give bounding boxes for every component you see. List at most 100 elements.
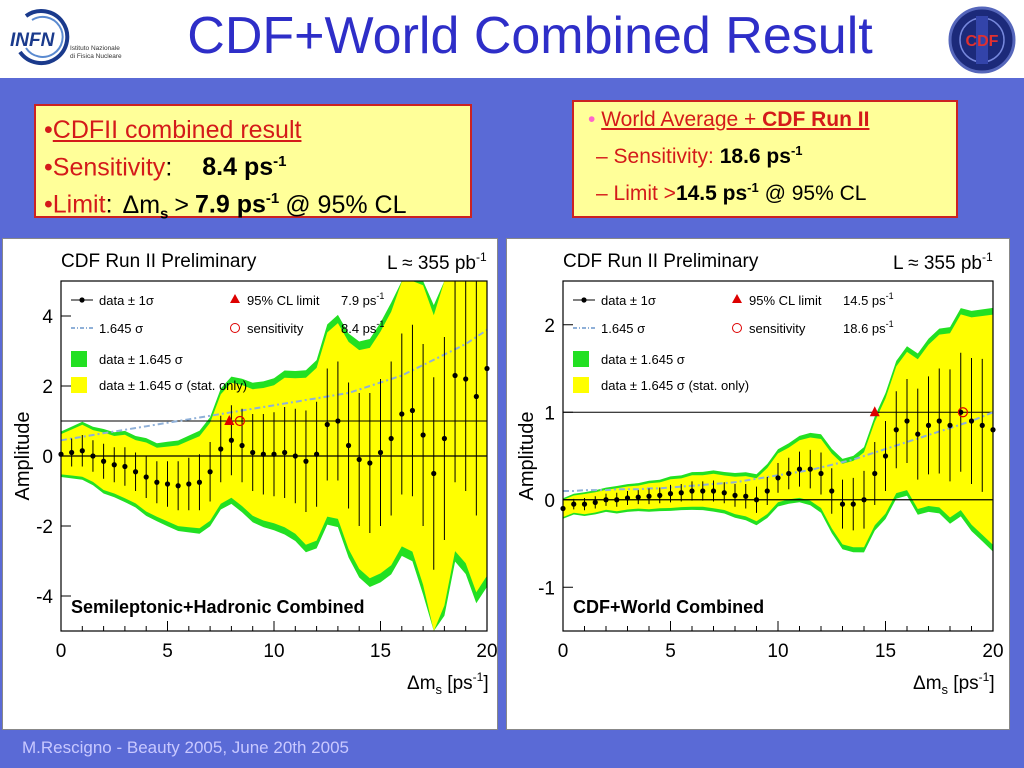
data-point — [452, 372, 458, 379]
data-point — [979, 422, 985, 428]
legend-sens-marker-label: sensitivity — [749, 321, 806, 336]
legend-sens-value: 18.6 ps-1 — [843, 319, 894, 336]
data-point — [303, 458, 309, 464]
data-point — [441, 435, 447, 442]
data-point — [968, 418, 975, 424]
data-point — [850, 501, 856, 507]
data-point — [154, 479, 160, 485]
data-point — [721, 490, 727, 496]
legend-limit-value: 14.5 ps-1 — [843, 291, 894, 308]
y-tick-label: 1 — [544, 403, 555, 424]
data-point — [743, 493, 749, 499]
box-left-line2: •Sensitivity: 8.4 ps-1 — [44, 153, 287, 182]
legend-green-label: data ± 1.645 σ — [99, 352, 183, 367]
chart-title: CDF Run II Preliminary — [61, 251, 257, 272]
data-point — [646, 493, 652, 499]
data-point — [700, 488, 706, 494]
chart-title: CDF Run II Preliminary — [563, 251, 759, 272]
data-point — [101, 458, 107, 464]
sensitivity-marker — [957, 407, 968, 418]
legend-sens-label: 1.645 σ — [99, 321, 143, 336]
data-point — [292, 453, 298, 459]
data-point — [818, 470, 824, 477]
data-point — [132, 469, 139, 475]
data-point — [764, 488, 770, 494]
legend-yellow-label: data ± 1.645 σ (stat. only) — [99, 378, 247, 393]
y-tick-label: 0 — [42, 447, 53, 468]
header: INFN Istituto Nazionale di Fisica Nuclea… — [0, 0, 1024, 78]
data-point — [710, 488, 717, 494]
data-point — [69, 449, 75, 456]
data-point — [399, 411, 405, 417]
data-point — [807, 466, 813, 472]
x-tick-label: 20 — [476, 641, 497, 662]
data-point — [218, 446, 224, 452]
data-point — [335, 418, 341, 424]
data-point — [324, 421, 330, 428]
y-tick-label: -4 — [36, 587, 53, 608]
legend-data-label: data ± 1σ — [601, 293, 656, 308]
y-axis-label: Amplitude — [12, 412, 34, 501]
legend-green-label: data ± 1.645 σ — [601, 352, 685, 367]
data-point — [732, 492, 738, 498]
box-right-line1: • World Average + CDF Run II — [588, 108, 870, 131]
box-right-line3: – Limit >14.5 ps-1 @ 95% CL — [596, 180, 867, 205]
legend-sens-marker — [230, 323, 240, 333]
box-left-line1: •CDFII combined result — [44, 116, 302, 144]
data-point — [689, 488, 695, 494]
y-tick-label: 0 — [544, 491, 555, 512]
data-point — [786, 470, 792, 477]
data-point — [420, 432, 426, 438]
legend-sens-marker-label: sensitivity — [247, 321, 304, 336]
x-tick-label: 15 — [875, 641, 896, 662]
data-point — [356, 456, 362, 463]
legend-limit-label: 95% CL limit — [247, 293, 320, 308]
x-tick-label: 0 — [558, 641, 569, 662]
x-axis-label: Δms [ps-1] — [913, 670, 995, 697]
data-point — [839, 501, 846, 507]
data-point — [186, 481, 192, 487]
y-axis-label: Amplitude — [516, 412, 538, 501]
x-tick-label: 20 — [982, 641, 1003, 662]
chart-panel-right: 0 5 10 15 20 2 1 0 -1 CDF Run II Preliminary L ≈ 3… — [506, 238, 1010, 730]
data-point — [388, 435, 394, 442]
cdf-result-box: •CDFII combined result •Sensitivity: 8.4 … — [34, 104, 472, 223]
data-point — [196, 479, 203, 485]
data-point — [958, 409, 964, 415]
limit-marker — [224, 415, 235, 425]
data-point — [667, 491, 674, 497]
x-tick-label: 5 — [665, 641, 676, 662]
data-point — [603, 497, 609, 503]
svg-text:di Fisica Nucleare: di Fisica Nucleare — [70, 53, 122, 60]
data-point — [872, 470, 878, 477]
data-point — [624, 495, 631, 501]
data-point — [122, 463, 128, 470]
data-point — [111, 462, 117, 468]
data-point — [904, 418, 910, 424]
data-point — [228, 437, 234, 443]
data-point — [614, 497, 620, 503]
data-point — [164, 481, 171, 487]
legend-green-swatch — [71, 351, 87, 367]
data-point — [635, 494, 641, 500]
data-point — [345, 442, 352, 449]
svg-text:Istituto Nazionale: Istituto Nazionale — [70, 45, 120, 52]
luminosity-label: L ≈ 355 pb-1 — [387, 250, 487, 274]
box-right-line2: – Sensitivity: 18.6 ps-1 — [596, 143, 803, 168]
data-point — [581, 501, 588, 507]
y-tick-label: -2 — [36, 517, 53, 538]
world-average-box: • World Average + CDF Run II – Sensitivi… — [572, 100, 958, 218]
cdf-logo: CDF — [948, 6, 1016, 74]
data-point — [314, 451, 320, 457]
y-tick-label: 2 — [544, 316, 555, 337]
data-point — [775, 475, 781, 481]
data-point — [861, 497, 867, 503]
data-point — [893, 427, 899, 433]
data-point — [250, 449, 256, 456]
data-point — [377, 449, 384, 456]
x-tick-label: 0 — [56, 641, 67, 662]
legend-limit-value: 7.9 ps-1 — [341, 291, 384, 308]
chart-annotation: CDF+World Combined — [573, 597, 764, 617]
